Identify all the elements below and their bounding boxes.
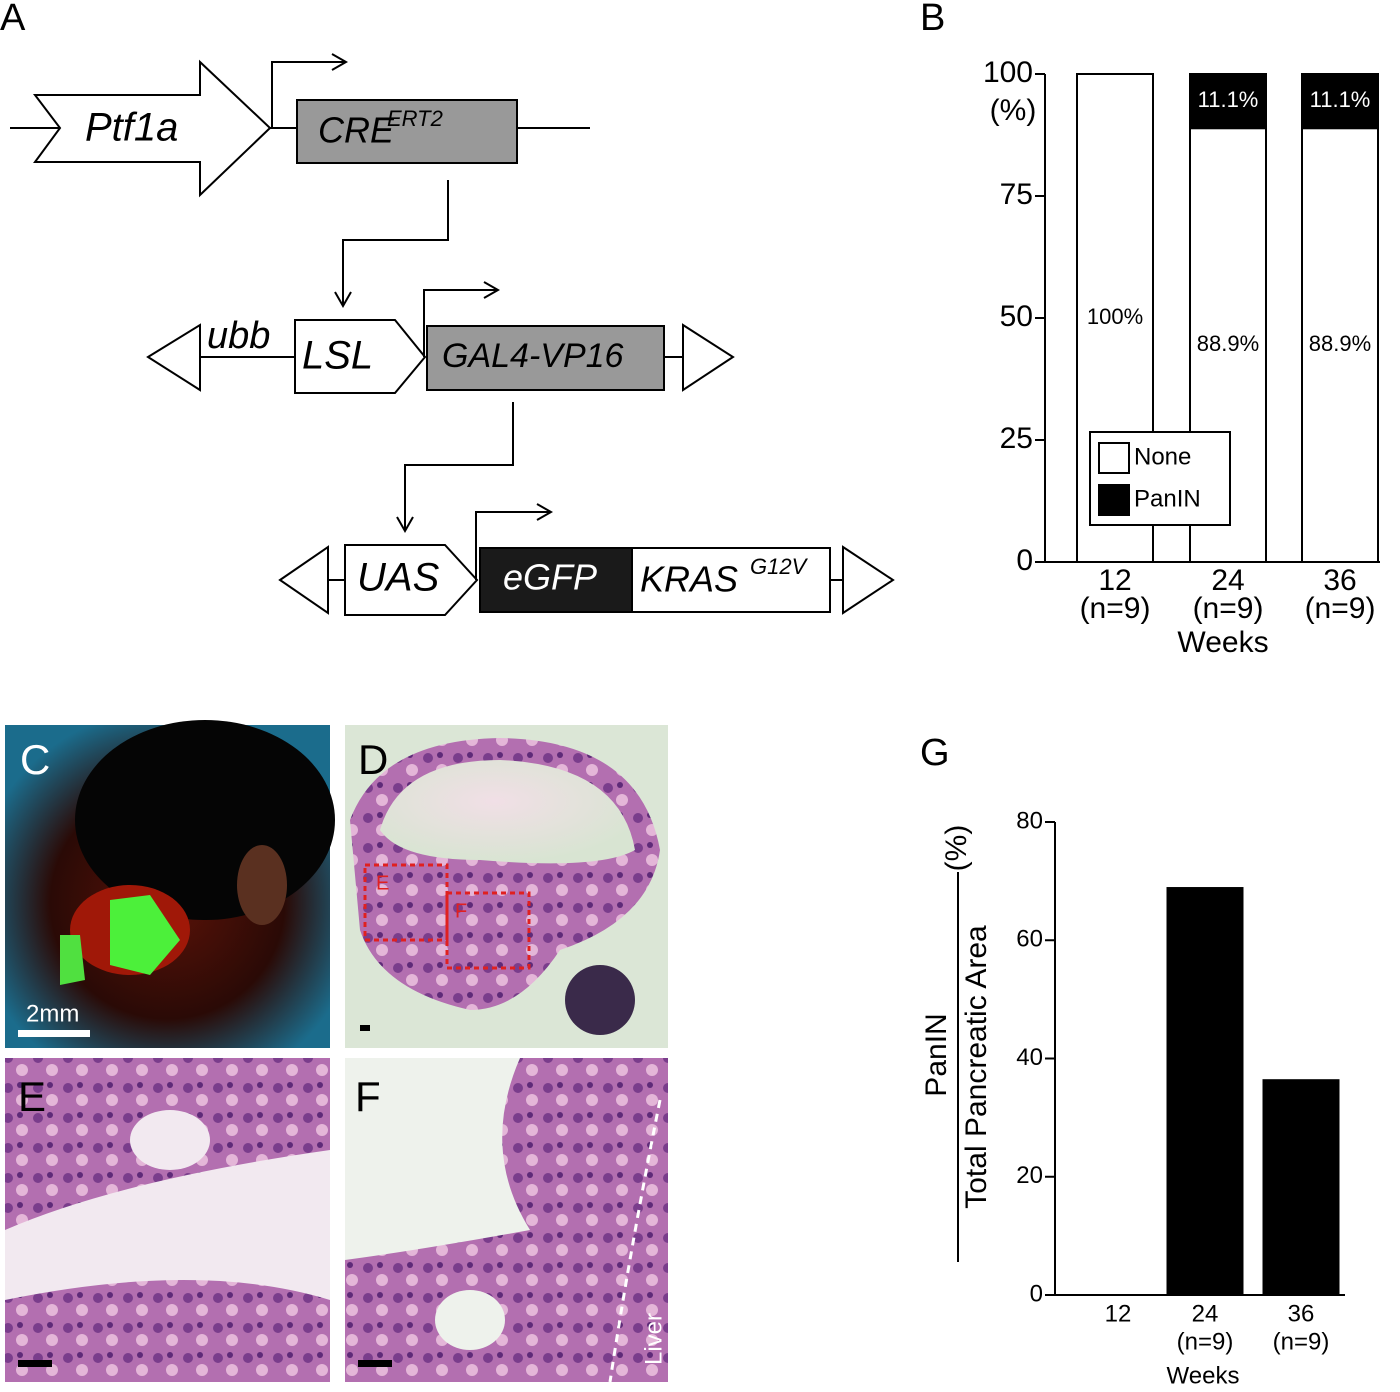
bar: [1262, 1079, 1340, 1295]
y-tick-label: 40: [1016, 1044, 1043, 1071]
legend-label: PanIN: [1134, 485, 1201, 512]
y-axis-denominator: Total Pancreatic Area: [960, 925, 993, 1209]
value-label: 100%: [1087, 304, 1143, 329]
value-label: 11.1%: [1310, 87, 1371, 112]
gene-label: CRE: [318, 110, 395, 151]
x-tick-label: 36: [1323, 564, 1356, 597]
panel-label: F: [355, 1073, 381, 1120]
micrograph-f: [345, 1058, 668, 1383]
y-axis-title: (%): [990, 94, 1037, 127]
y-tick-label: 80: [1016, 807, 1043, 834]
y-axis-numerator: PanIN: [920, 1013, 953, 1096]
bar-segment: [1189, 73, 1267, 130]
y-tick-label: 0: [1016, 544, 1033, 577]
bar: [1166, 887, 1244, 1295]
x-tick-sublabel: (n=9): [1177, 1328, 1234, 1355]
x-tick-label: 12: [1098, 564, 1131, 597]
value-label: 11.1%: [1198, 87, 1259, 112]
x-tick-label: 24: [1211, 564, 1244, 597]
y-tick-label: 20: [1016, 1162, 1043, 1189]
y-tick-label: 60: [1016, 926, 1043, 953]
micrograph-d: [345, 725, 668, 1048]
gene-label: LSL: [302, 334, 373, 378]
panel-label: B: [920, 0, 945, 39]
bar-segment: [1301, 127, 1379, 563]
x-tick-label: 12: [1105, 1300, 1132, 1327]
gene-label: GAL4-VP16: [442, 337, 624, 375]
y-tick-label: 50: [1000, 300, 1033, 333]
x-axis-title: Weeks: [1177, 626, 1268, 659]
legend-swatch: [1098, 484, 1130, 516]
y-tick-label: 75: [1000, 178, 1033, 211]
gene-label: Ptf1a: [85, 106, 178, 150]
superscript: ERT2: [387, 106, 443, 131]
panel-label: A: [0, 0, 26, 39]
superscript: G12V: [750, 554, 809, 579]
legend-swatch: [1098, 442, 1130, 474]
x-tick-label: 24: [1192, 1300, 1219, 1327]
panel-label: E: [18, 1073, 46, 1120]
value-label: 88.9%: [1197, 331, 1259, 356]
x-tick-sublabel: (n=9): [1193, 592, 1264, 625]
y-axis-unit: (%): [940, 825, 973, 872]
y-tick-label: 25: [1000, 422, 1033, 455]
panel-label: D: [358, 736, 388, 783]
y-tick-label: 100: [983, 56, 1033, 89]
tissue-label: Liver: [640, 1313, 667, 1365]
panel-label: C: [20, 736, 50, 783]
x-tick-sublabel: (n=9): [1273, 1328, 1330, 1355]
x-tick-sublabel: (n=9): [1080, 592, 1151, 625]
gene-label: UAS: [357, 556, 440, 600]
scale-label: 2mm: [26, 1000, 79, 1027]
bar-segment: [1301, 73, 1379, 130]
gene-label: ubb: [207, 315, 270, 357]
x-axis-title: Weeks: [1167, 1362, 1240, 1387]
x-tick-label: 36: [1288, 1300, 1315, 1327]
y-tick-label: 0: [1030, 1280, 1043, 1307]
inset-label: E: [376, 872, 389, 894]
panel-label: G: [920, 732, 950, 774]
micrograph-c: [5, 720, 335, 1048]
legend-label: None: [1134, 443, 1191, 470]
construct-diagram: [10, 53, 895, 616]
scale-bar: [18, 1030, 90, 1037]
gene-label: eGFP: [503, 557, 597, 598]
micrograph-e: [5, 1058, 330, 1382]
x-tick-sublabel: (n=9): [1305, 592, 1376, 625]
inset-label: F: [455, 900, 467, 922]
value-label: 88.9%: [1309, 331, 1371, 356]
gene-label: KRAS: [640, 559, 738, 600]
